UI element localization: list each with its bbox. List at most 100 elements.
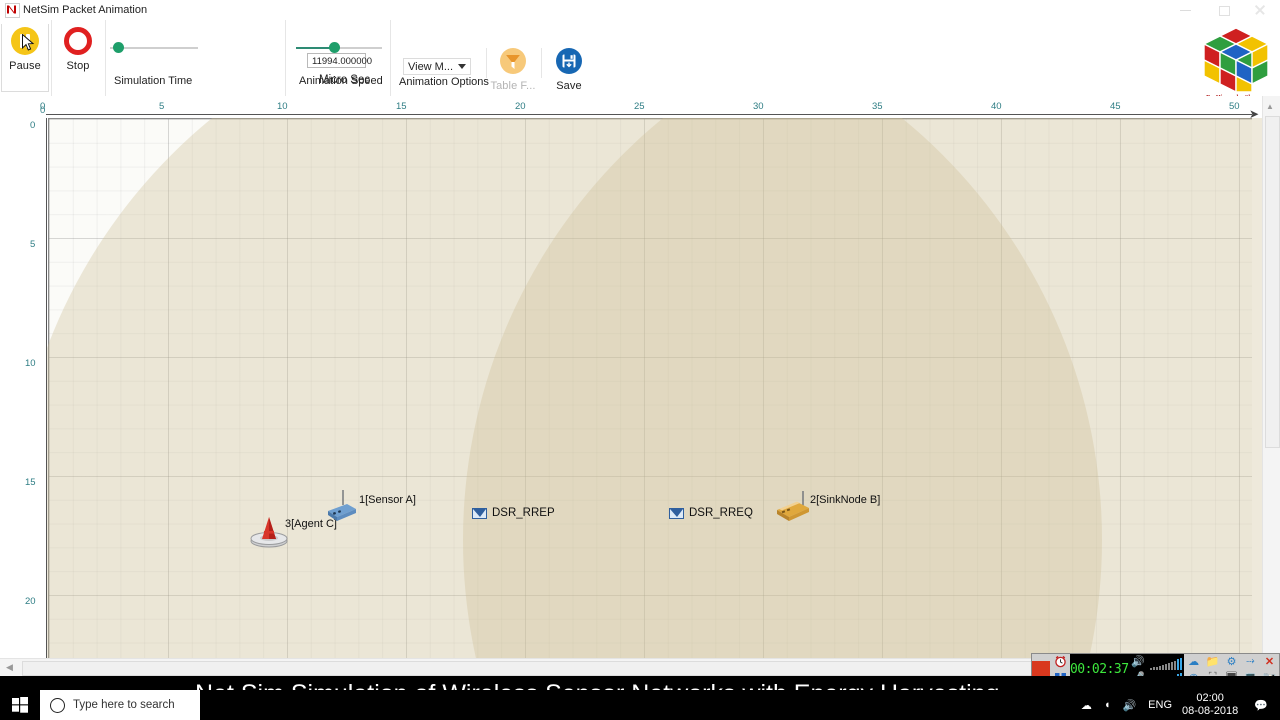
h-tick-45: 45 [1110,101,1121,112]
v-tick-20: 20 [25,596,36,607]
netsim-icon [5,3,20,18]
stop-group: Stop [51,20,106,96]
windows-taskbar: Type here to search ☁ ◖ 🔊 ENG 02:00 08-0… [0,690,1280,720]
packet-label: DSR_RREP [492,507,555,519]
h-tick-5: 5 [159,101,165,112]
v-tick-10: 10 [25,358,36,369]
minimize-arrow-icon[interactable]: ⤑ [1246,655,1255,668]
pause-label: Pause [9,60,41,72]
agent-antenna-icon [250,517,288,548]
folder-icon[interactable]: 📁 [1205,656,1220,669]
h-axis-arrow: ➤ [1249,107,1260,121]
v-axis-line [46,118,47,676]
search-placeholder: Type here to search [73,699,175,711]
h-tick-20: 20 [515,101,526,112]
view-mode-dropdown[interactable]: View M... [403,58,471,75]
node-sensor-a[interactable] [322,488,358,529]
minimize-button[interactable] [1170,0,1202,20]
simulation-time-value-group: 11994.000000 Micro Sec [285,20,391,96]
vertical-scroll-thumb[interactable] [1265,116,1280,448]
playback-group: Pause [0,20,52,96]
ribbon-divider-2 [486,48,487,78]
system-tray: ☁ ◖ 🔊 ENG 02:00 08-08-2018 💬 [1075,690,1280,720]
v-tick-0: 0 [30,120,36,131]
window-title: NetSim Packet Animation [23,4,148,16]
funnel-icon [489,44,537,78]
envelope-icon [472,507,487,519]
sensor-device-icon [328,490,356,521]
table-filter-button[interactable]: Table F... [489,44,537,92]
record-stop-icon [1032,660,1051,679]
wifi-icon[interactable]: ◖ [1103,699,1111,711]
close-x-icon[interactable]: ✕ [1264,656,1275,669]
ribbon-toolbar: Pause Stop Simulation Time [0,20,1280,109]
ribbon-divider-3 [541,48,542,78]
sink-device-icon [777,491,809,521]
speaker-icon[interactable]: 🔊 [1131,656,1145,669]
stop-icon [54,24,102,58]
taskbar-clock[interactable]: 02:00 08-08-2018 [1182,692,1238,718]
mouse-cursor [22,34,35,51]
table-filter-label: Table F... [490,80,536,92]
title-bar: NetSim Packet Animation [0,0,1280,21]
node-agent-c[interactable] [249,514,289,553]
simulation-time-label: Simulation Time [114,75,193,87]
scroll-up-arrow-icon[interactable]: ▲ [1266,102,1274,111]
vertical-scrollbar[interactable]: ▲ [1262,96,1280,658]
animation-options-label: Animation Options [399,76,489,88]
clock-date: 08-08-2018 [1182,705,1239,717]
close-button[interactable] [1244,0,1276,20]
view-mode-label: View M... [407,60,454,73]
ribbon-divider [390,26,391,88]
h-tick-50: 50 [1229,101,1240,112]
animation-speed-label: Animation Speed [299,75,383,87]
v-tick-5: 5 [30,239,36,250]
packet-dsr-rrep[interactable]: DSR_RREP [472,507,555,519]
node-sink-b[interactable] [773,490,813,531]
horizontal-ruler: ➤ 0 5 10 15 20 25 30 35 40 45 50 [0,96,1280,121]
simulation-time-group: Simulation Time [105,20,286,96]
windows-start-icon[interactable] [0,690,40,720]
envelope-icon [669,507,684,519]
onedrive-icon[interactable]: ☁ [1080,699,1092,712]
clock-time: 02:00 [1196,692,1224,704]
h-tick-15: 15 [396,101,407,112]
transmission-range-left [12,96,1102,676]
transmission-range-right [463,96,1280,676]
node-label-agent-c: 3[Agent C] [285,518,337,530]
h-tick-35: 35 [872,101,883,112]
vertical-ruler: 0 5 10 15 20 [0,118,47,676]
save-icon [545,44,593,78]
node-label-sensor-a: 1[Sensor A] [359,494,416,506]
maximize-button[interactable] [1208,0,1240,20]
stop-button[interactable]: Stop [54,24,102,72]
search-circle-icon [50,697,65,713]
language-indicator[interactable]: ENG [1148,699,1173,711]
alarm-clock-icon[interactable] [1051,654,1070,670]
volume-icon[interactable]: 🔊 [1122,699,1137,712]
h-tick-10: 10 [277,101,288,112]
h-tick-40: 40 [991,101,1002,112]
v-tick-15: 15 [25,477,36,488]
origin-corner-label: 0 [40,105,46,116]
speaker-level-meter [1148,654,1185,670]
scroll-left-arrow-icon[interactable]: ◀ [6,662,13,672]
search-input[interactable]: Type here to search [40,690,200,720]
h-tick-30: 30 [753,101,764,112]
horizontal-scrollbar[interactable]: ◀ [0,658,1263,677]
chevron-down-icon [458,64,467,69]
pause-button[interactable]: Pause [1,24,49,92]
wifi-icon[interactable]: ☁ [1188,656,1200,669]
gear-icon[interactable]: ⚙ [1226,656,1237,669]
rubiks-cube-logo [1202,27,1270,94]
save-label: Save [556,80,582,92]
packet-dsr-rreq[interactable]: DSR_RREQ [669,507,753,519]
packet-label: DSR_RREQ [689,507,753,519]
simulation-time-value[interactable]: 11994.000000 [307,53,372,68]
animation-canvas[interactable]: ➤ 0 5 10 15 20 25 30 35 40 45 50 0 5 10 … [0,96,1280,676]
save-button[interactable]: Save [545,44,593,92]
notification-icon[interactable]: 💬 [1254,699,1268,712]
h-tick-25: 25 [634,101,645,112]
simulation-time-unit: Micro Sec [319,74,371,86]
